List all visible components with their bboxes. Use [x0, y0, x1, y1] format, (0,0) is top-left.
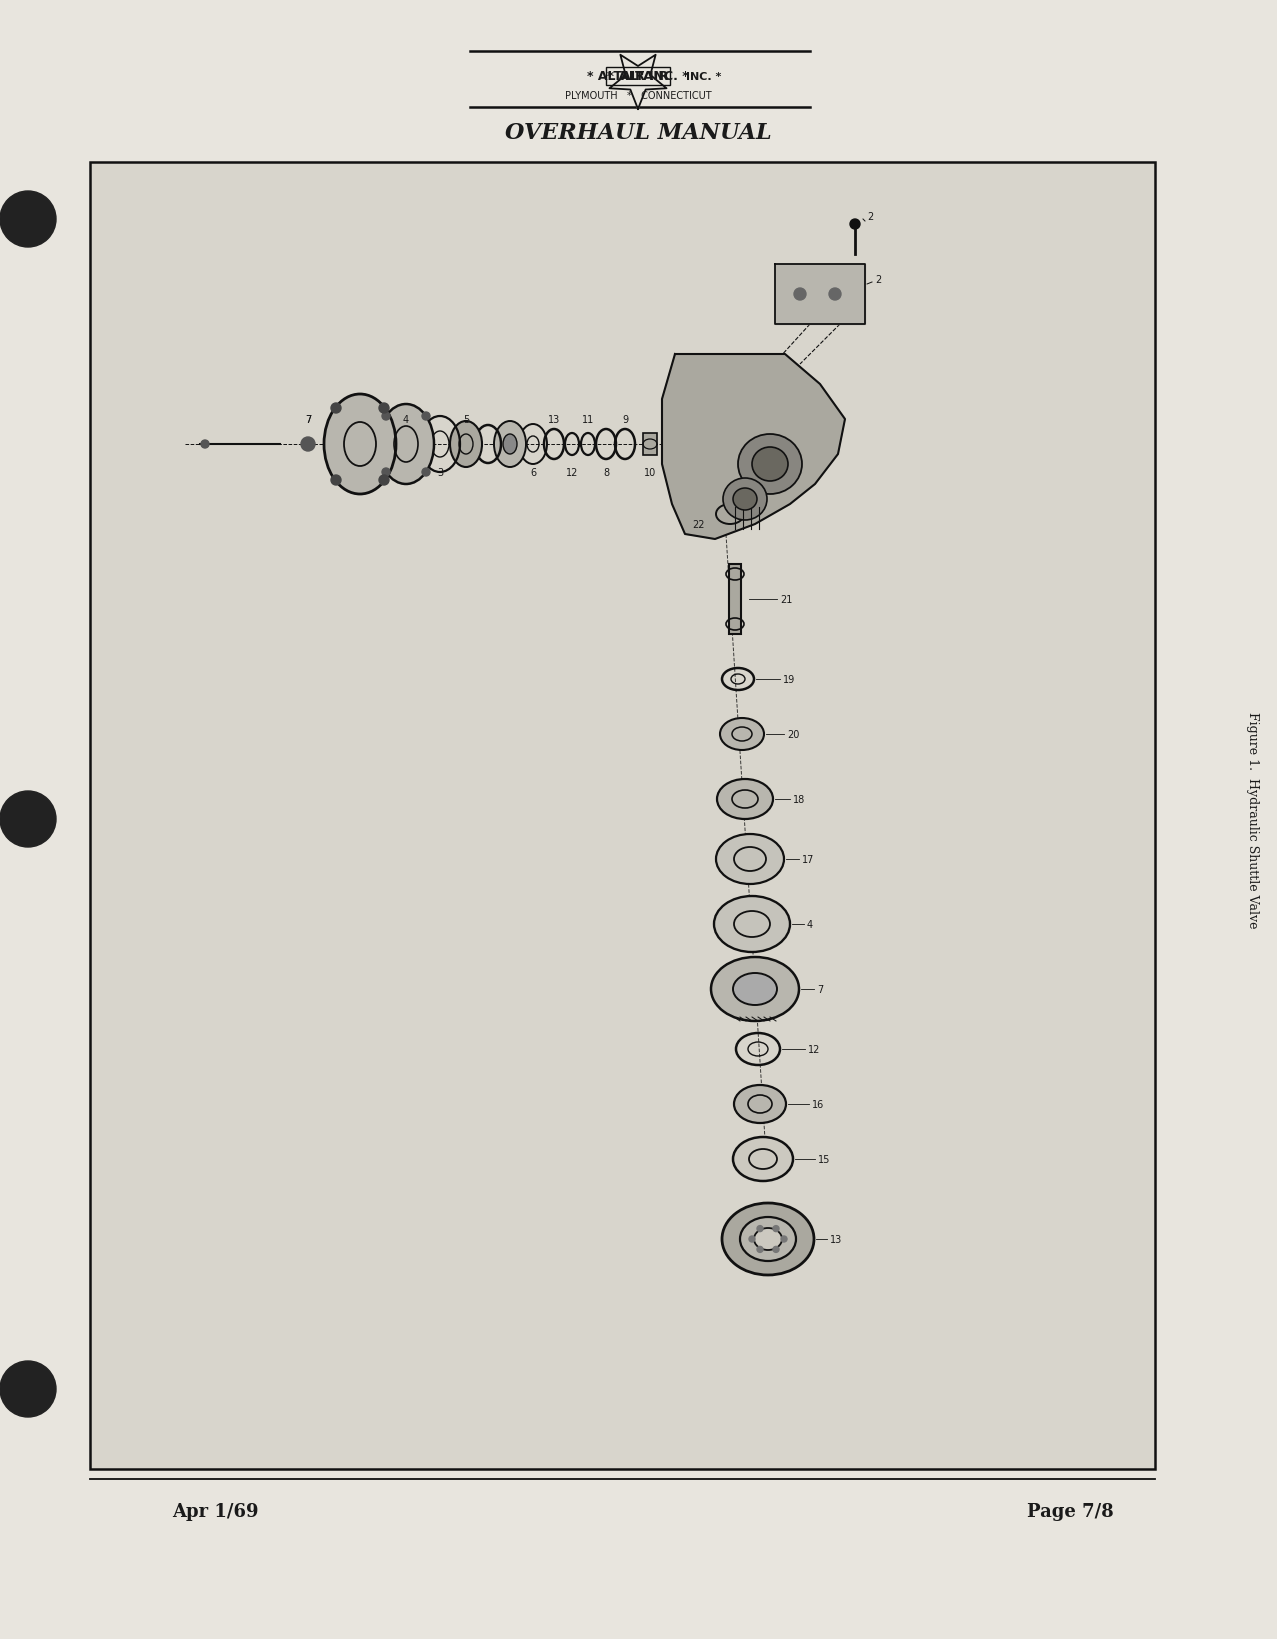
Ellipse shape — [716, 780, 773, 820]
Circle shape — [382, 469, 389, 477]
Text: * ALTAIR INC. *: * ALTAIR INC. * — [587, 70, 688, 84]
Ellipse shape — [752, 447, 788, 482]
Text: 22: 22 — [692, 520, 705, 529]
Polygon shape — [775, 266, 865, 325]
Bar — [607, 67, 670, 85]
Circle shape — [773, 1247, 779, 1252]
Text: 10: 10 — [644, 467, 656, 477]
Text: 20: 20 — [787, 729, 799, 739]
Circle shape — [421, 469, 430, 477]
Circle shape — [331, 403, 341, 413]
Text: 13: 13 — [830, 1234, 843, 1244]
Bar — [89, 162, 1154, 1469]
Text: Figure 1.  Hydraulic Shuttle Valve: Figure 1. Hydraulic Shuttle Valve — [1245, 711, 1259, 928]
Circle shape — [750, 1236, 755, 1242]
Ellipse shape — [733, 488, 757, 511]
Ellipse shape — [503, 434, 517, 454]
Circle shape — [382, 413, 389, 421]
Circle shape — [301, 438, 315, 452]
Ellipse shape — [738, 434, 802, 495]
Text: 8: 8 — [603, 467, 609, 477]
Circle shape — [0, 792, 56, 847]
Text: 18: 18 — [793, 795, 806, 805]
Circle shape — [794, 288, 806, 302]
Ellipse shape — [378, 405, 434, 485]
Text: PLYMOUTH   *   CONNECTICUT: PLYMOUTH * CONNECTICUT — [564, 90, 711, 102]
Circle shape — [200, 441, 209, 449]
Text: 12: 12 — [808, 1044, 820, 1054]
Ellipse shape — [733, 974, 776, 1005]
Text: OVERHAUL MANUAL: OVERHAUL MANUAL — [504, 121, 771, 144]
Circle shape — [757, 1247, 762, 1252]
Text: Page 7/8: Page 7/8 — [1027, 1501, 1114, 1519]
Text: 4: 4 — [807, 919, 813, 929]
Text: * ALTAIR: * ALTAIR — [608, 70, 669, 84]
Text: 16: 16 — [812, 1100, 824, 1110]
Polygon shape — [661, 354, 845, 539]
Text: 12: 12 — [566, 467, 578, 477]
Ellipse shape — [450, 421, 481, 467]
Text: 17: 17 — [802, 854, 815, 864]
Circle shape — [782, 1236, 787, 1242]
Text: 4: 4 — [404, 415, 409, 425]
Text: INC. *: INC. * — [686, 72, 722, 82]
Bar — [644, 434, 656, 456]
Circle shape — [850, 220, 859, 229]
Circle shape — [331, 475, 341, 485]
Text: 6: 6 — [530, 467, 536, 477]
Circle shape — [829, 288, 842, 302]
Text: 5: 5 — [462, 415, 469, 425]
Text: 7: 7 — [305, 415, 312, 425]
Ellipse shape — [739, 1218, 796, 1262]
Circle shape — [421, 413, 430, 421]
Ellipse shape — [734, 1085, 787, 1123]
Circle shape — [379, 475, 389, 485]
Text: 19: 19 — [783, 675, 796, 685]
Text: 11: 11 — [582, 415, 594, 425]
Circle shape — [0, 192, 56, 247]
Circle shape — [757, 1226, 762, 1233]
Ellipse shape — [753, 1228, 782, 1251]
Text: 7: 7 — [305, 415, 312, 425]
Circle shape — [773, 1226, 779, 1233]
Ellipse shape — [720, 718, 764, 751]
Text: 9: 9 — [622, 415, 628, 425]
Ellipse shape — [723, 479, 767, 521]
Text: 3: 3 — [437, 467, 443, 477]
Text: 13: 13 — [548, 415, 561, 425]
Text: 7: 7 — [817, 985, 824, 995]
Ellipse shape — [324, 395, 396, 495]
Text: 21: 21 — [780, 595, 792, 605]
Text: Apr 1/69: Apr 1/69 — [171, 1501, 258, 1519]
Bar — [729, 565, 741, 634]
Text: 2: 2 — [867, 211, 873, 221]
Ellipse shape — [714, 897, 790, 952]
Circle shape — [0, 1360, 56, 1418]
Text: 2: 2 — [875, 275, 881, 285]
Circle shape — [379, 403, 389, 413]
Ellipse shape — [494, 421, 526, 467]
Text: 15: 15 — [819, 1154, 830, 1164]
Ellipse shape — [716, 834, 784, 885]
Ellipse shape — [716, 505, 744, 524]
Ellipse shape — [711, 957, 799, 1021]
Polygon shape — [609, 56, 667, 110]
Ellipse shape — [733, 1137, 793, 1182]
Ellipse shape — [722, 1203, 813, 1275]
